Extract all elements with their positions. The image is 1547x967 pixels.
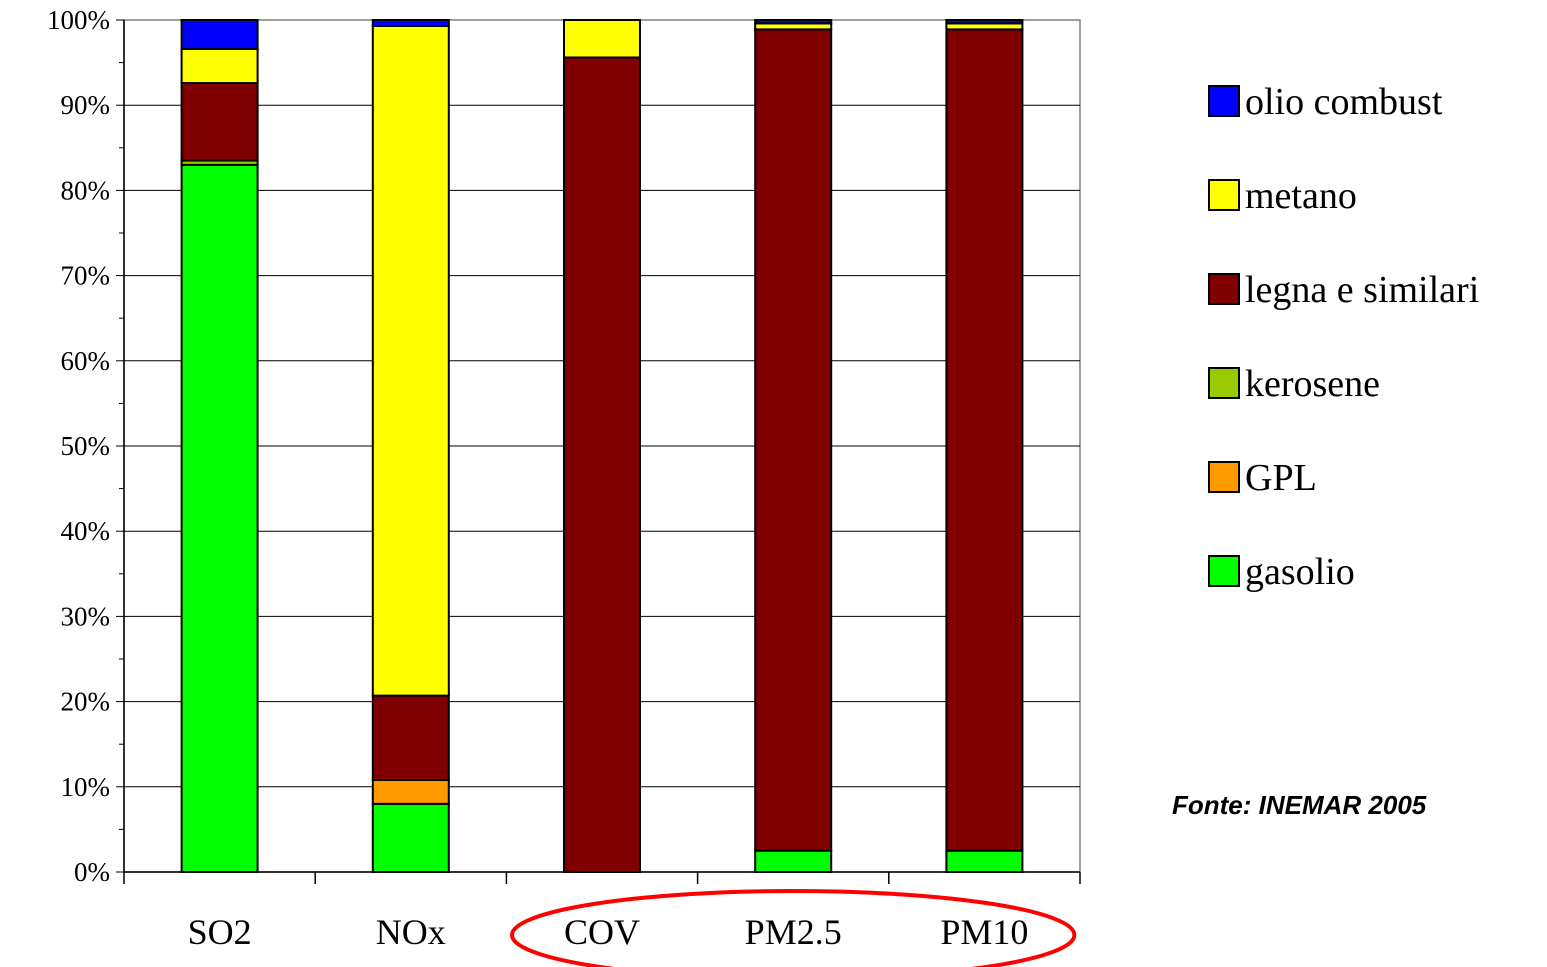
x-category-label: SO2 — [188, 912, 252, 952]
highlight-ellipse — [510, 889, 1077, 967]
y-tick-label: 40% — [61, 516, 111, 546]
bar-segment — [754, 19, 833, 25]
bar-segment — [371, 19, 450, 27]
bar-segment — [180, 47, 259, 85]
source-note: Fonte: INEMAR 2005 — [1172, 790, 1427, 820]
bar-segment — [371, 778, 450, 805]
y-tick-label: 30% — [61, 601, 111, 631]
y-tick-label: 0% — [74, 857, 110, 887]
legend-swatch — [1208, 555, 1240, 587]
y-tick-label: 10% — [61, 772, 111, 802]
bar-segment — [754, 849, 833, 874]
bar-segment — [754, 28, 833, 852]
y-tick-label: 70% — [61, 261, 111, 291]
legend-swatch — [1208, 367, 1240, 399]
y-tick-label: 90% — [61, 90, 111, 120]
bar-segment — [945, 28, 1024, 852]
bar-segment — [563, 19, 641, 59]
x-category-label: PM2.5 — [745, 912, 842, 952]
legend-swatch — [1208, 273, 1240, 305]
bar-segment — [180, 19, 259, 50]
y-tick-label: 100% — [47, 5, 110, 35]
y-tick-label: 80% — [61, 175, 111, 205]
bar-segment — [945, 849, 1024, 874]
legend-label: gasolio — [1245, 551, 1355, 593]
x-category-label: NOx — [376, 912, 446, 952]
y-tick-label: 50% — [61, 431, 111, 461]
bar-segment — [180, 163, 259, 873]
legend-swatch — [1208, 85, 1240, 117]
x-category-label: PM10 — [940, 912, 1028, 952]
bar-segment — [371, 802, 450, 874]
bar-segment — [945, 19, 1024, 25]
legend-label: kerosene — [1245, 363, 1380, 405]
bar-segment — [371, 694, 450, 781]
bar-segment — [180, 82, 259, 162]
x-category-label: COV — [564, 912, 640, 952]
legend-label: legna e similari — [1245, 269, 1479, 311]
y-tick-label: 60% — [61, 346, 111, 376]
y-tick-label: 20% — [61, 687, 111, 717]
bar-segment — [563, 56, 641, 874]
legend-swatch — [1208, 179, 1240, 211]
legend-swatch — [1208, 461, 1240, 493]
legend-label: GPL — [1245, 457, 1317, 499]
bar-segment — [371, 24, 450, 697]
legend-label: olio combust — [1245, 81, 1443, 123]
legend-label: metano — [1245, 175, 1357, 217]
